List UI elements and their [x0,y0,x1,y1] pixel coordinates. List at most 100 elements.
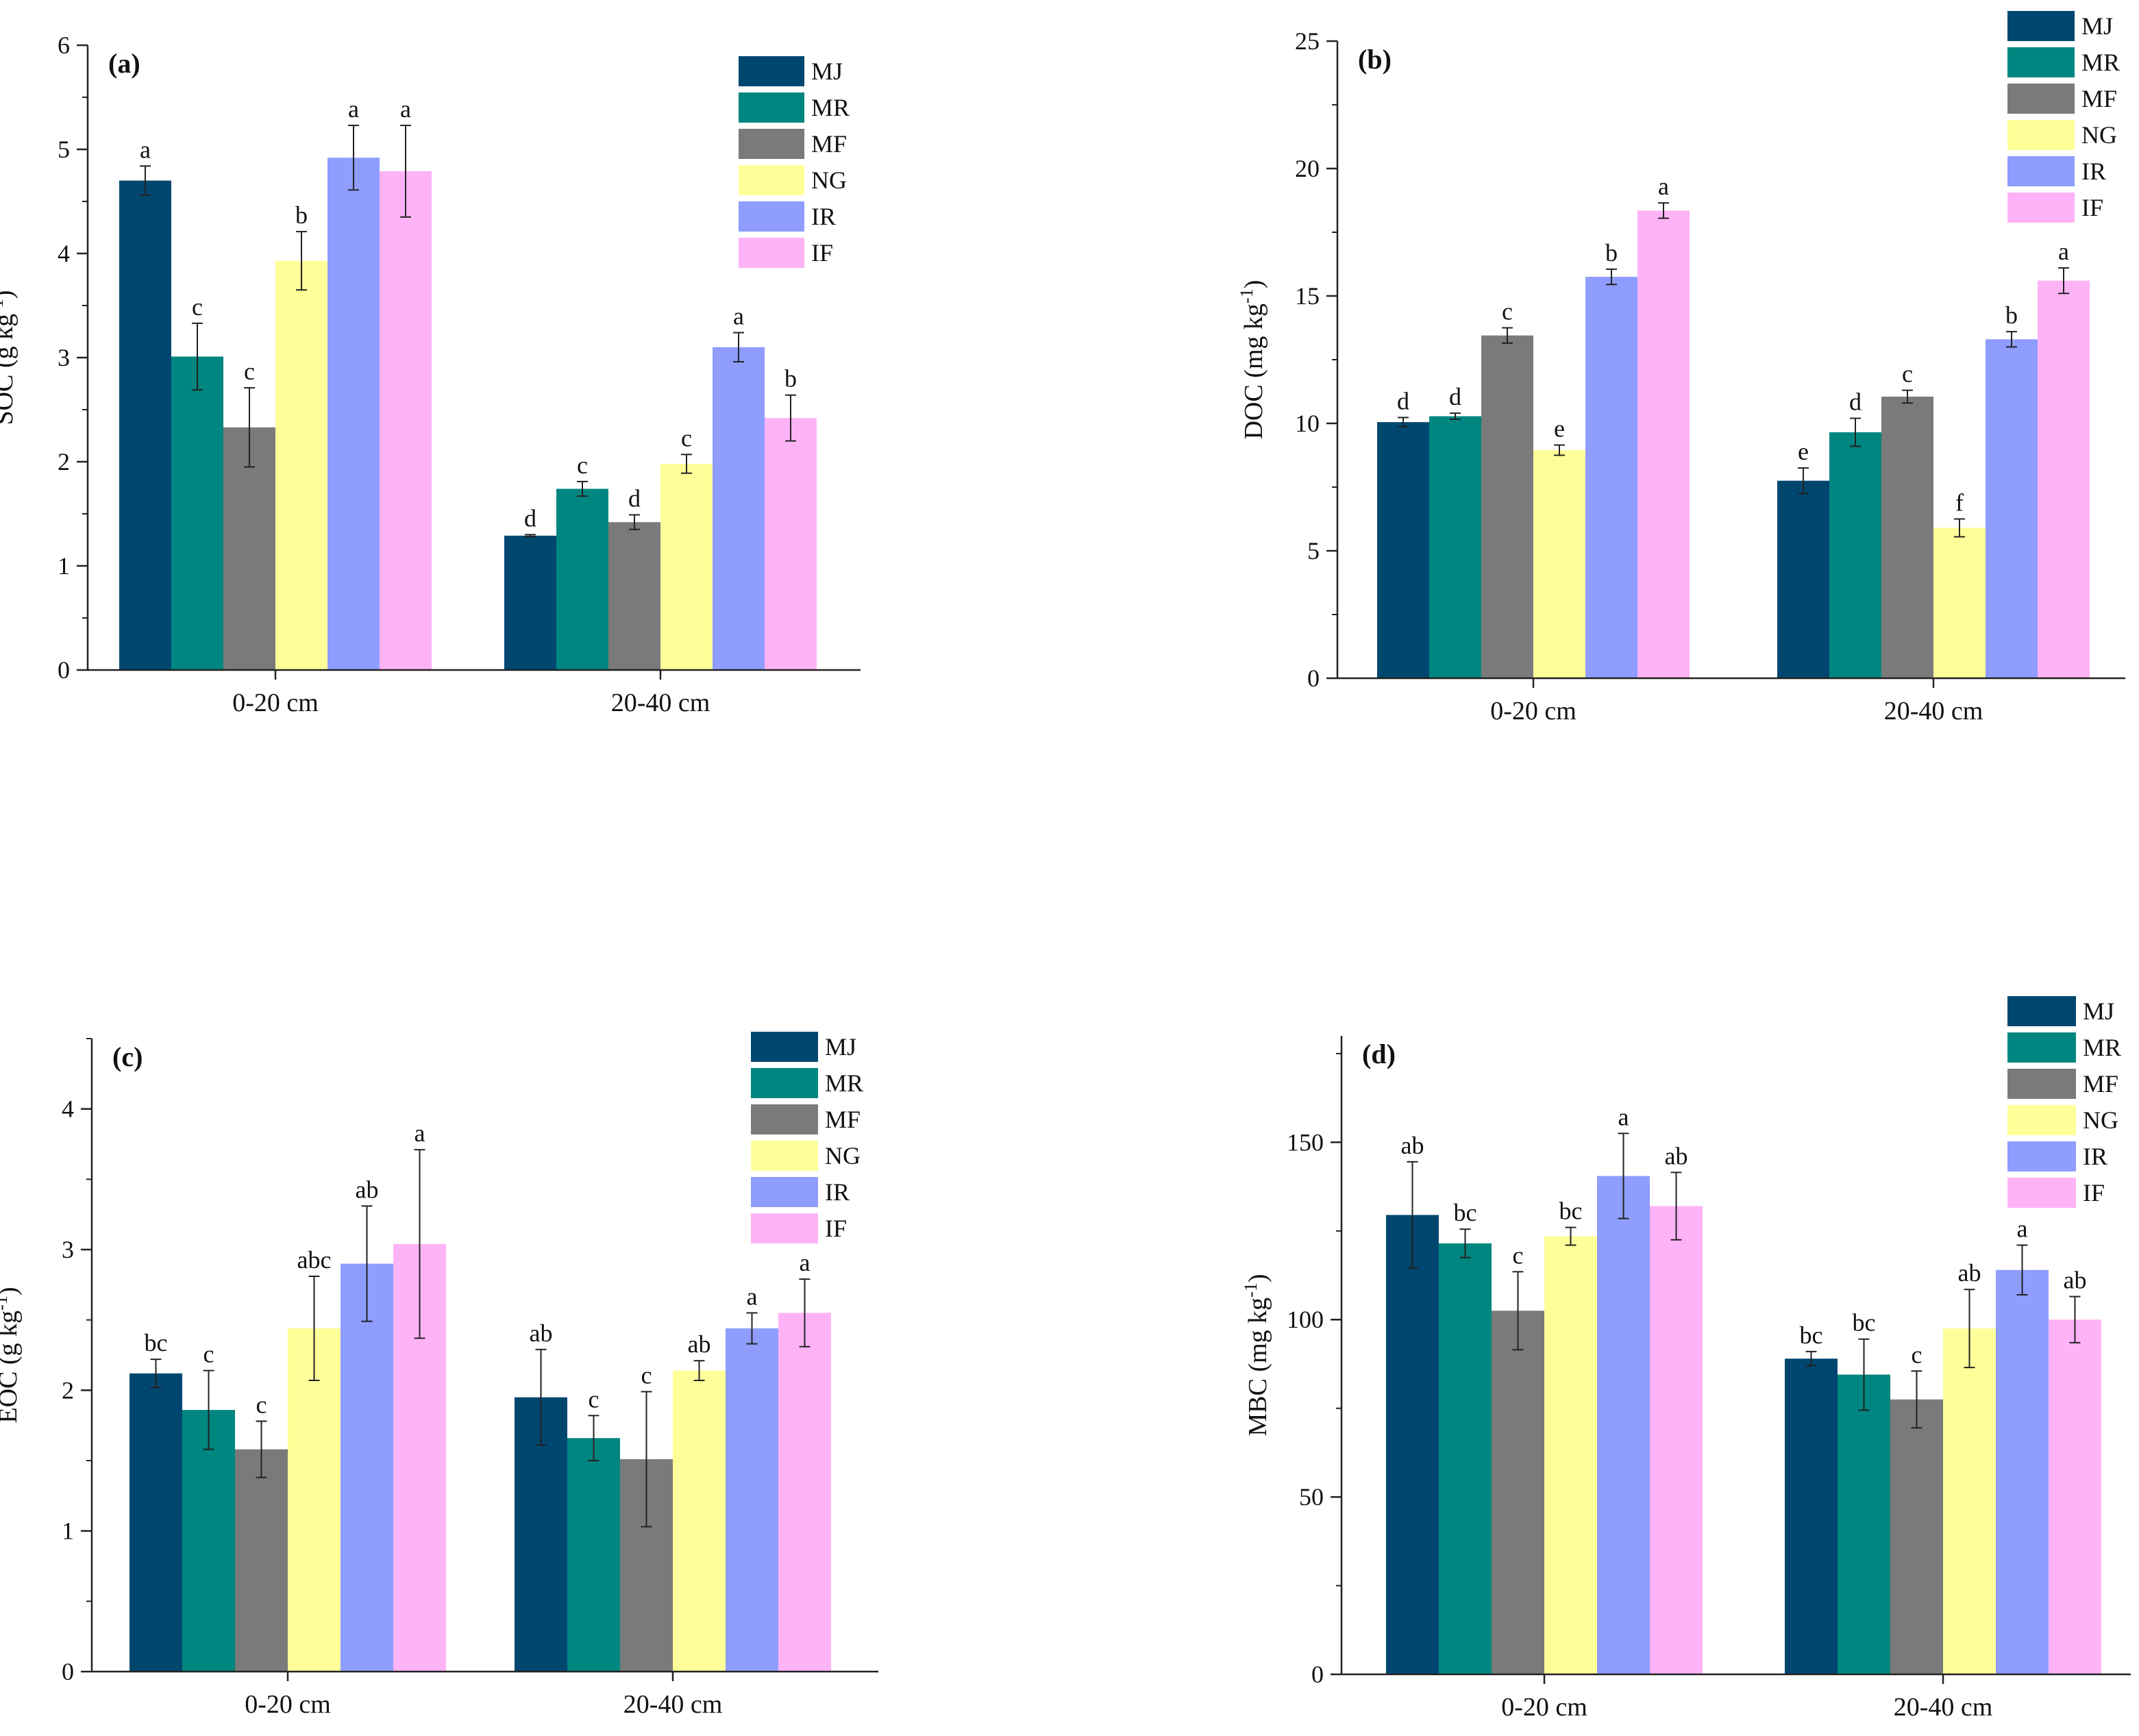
significance-letter: a [348,95,359,123]
y-tick-label: 2 [62,1376,74,1404]
legend-swatch-IR [739,201,804,232]
significance-letter: a [2058,238,2069,265]
y-axis-title: DOC (mg kg-1) [1237,280,1268,440]
y-axis-title-superscript: -1 [0,299,7,314]
significance-letter: d [1449,383,1461,410]
bar-MR-0 [1439,1243,1492,1674]
y-tick-label: 50 [1299,1483,1324,1511]
significance-letter: a [1618,1103,1629,1130]
significance-letter: c [1912,1341,1922,1368]
bar-IR-1 [1986,339,2038,678]
significance-letter: b [2005,301,2018,329]
legend-label-NG: NG [2081,121,2117,149]
y-axis-title-end: ) [1244,1274,1272,1282]
legend-label-MF: MF [2081,85,2117,112]
significance-letter: b [295,201,308,229]
legend-label-IR: IR [811,203,836,230]
legend-label-MR: MR [825,1069,863,1097]
significance-letter: bc [1800,1322,1823,1349]
legend-swatch-NG [739,165,804,195]
legend-swatch-MJ [2007,996,2076,1026]
significance-letter: d [1849,388,1862,416]
bar-MJ-0 [129,1373,182,1672]
bar-MJ-1 [1785,1359,1838,1674]
legend-label-MR: MR [811,94,850,121]
y-axis-title-superscript: -1 [0,1295,11,1311]
significance-letter: c [256,1391,267,1419]
y-tick-label: 0 [1311,1661,1324,1688]
bar-MF-0 [1492,1311,1544,1674]
y-tick-label: 150 [1287,1128,1324,1156]
panel-label: (a) [108,48,140,79]
legend-swatch-MJ [739,56,804,86]
y-axis-title-end: ) [0,290,18,299]
y-axis-title: SOC (g kg-1) [0,290,18,425]
bar-MF-1 [1881,396,1933,678]
y-tick-label: 1 [62,1517,74,1545]
bar-NG-1 [673,1370,726,1672]
y-tick-label: 3 [62,1236,74,1263]
significance-letter: bc [145,1329,168,1356]
y-axis-title: MBC (mg kg-1) [1241,1274,1272,1436]
panel-label: (b) [1358,44,1392,75]
significance-letter: a [400,95,411,123]
bar-MF-0 [1481,335,1533,678]
y-tick-label: 2 [58,448,70,475]
significance-letter: ab [530,1319,553,1347]
legend-swatch-IR [2007,156,2075,186]
significance-letter: ab [688,1330,711,1358]
significance-letter: f [1955,489,1964,517]
panel-label: (c) [112,1041,143,1072]
significance-letter: ab [2064,1267,2087,1294]
significance-letter: bc [1853,1309,1876,1337]
bar-NG-0 [275,260,327,670]
legend-swatch-MR [2007,1032,2076,1063]
significance-letter: c [1902,360,1913,388]
bar-IR-0 [1597,1176,1650,1674]
legend-swatch-MJ [2007,11,2075,41]
significance-letter: d [628,485,641,512]
legend-swatch-MR [739,92,804,123]
significance-letter: d [1397,387,1409,414]
panel-label: (d) [1362,1039,1396,1069]
bar-NG-0 [1533,450,1585,678]
y-tick-label: 10 [1295,410,1320,437]
y-axis-title-superscript: -1 [1237,288,1257,303]
significance-letter: e [1798,438,1809,465]
bar-NG-0 [1544,1236,1597,1674]
x-tick-label: 20-40 cm [1894,1693,1993,1722]
bar-NG-1 [1943,1328,1996,1674]
bar-IF-1 [2038,280,2090,678]
significance-letter: a [800,1249,811,1276]
significance-letter: b [784,365,797,393]
bar-IR-1 [726,1328,778,1672]
legend-swatch-IR [751,1177,818,1207]
bar-MJ-0 [1386,1215,1439,1674]
bar-IF-1 [765,418,817,670]
legend-label-NG: NG [2083,1106,2118,1134]
significance-letter: c [244,358,255,385]
legend-swatch-NG [2007,120,2075,150]
bar-IR-1 [713,347,765,670]
y-axis-title-main: MBC (mg kg [1244,1298,1272,1437]
bar-NG-1 [660,464,713,670]
legend-label-NG: NG [811,166,847,194]
y-tick-label: 1 [58,552,70,580]
bar-MJ-1 [1777,480,1829,678]
legend-swatch-IF [739,238,804,268]
significance-letter: e [1554,415,1565,443]
x-tick-label: 20-40 cm [1884,697,1983,726]
bar-IF-1 [2049,1319,2101,1674]
bar-MF-1 [608,522,660,670]
legend-swatch-MR [2007,47,2075,77]
legend-label-IR: IR [825,1178,850,1206]
bar-IR-0 [327,158,380,670]
legend-swatch-IF [2007,193,2075,223]
legend-label-NG: NG [825,1142,861,1169]
significance-letter: ab [1958,1259,1981,1287]
bar-MR-0 [182,1410,235,1672]
legend-label-IF: IF [2083,1179,2105,1206]
y-axis-title-main: DOC (mg kg [1239,303,1268,439]
